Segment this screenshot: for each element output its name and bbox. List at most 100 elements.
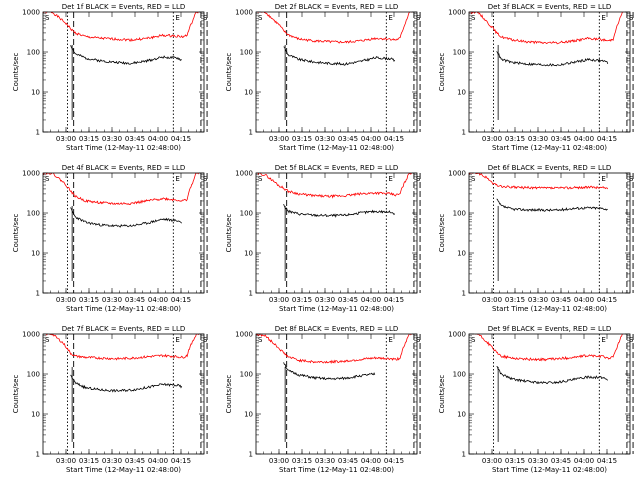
y-axis-label: Counts/sec <box>225 214 233 253</box>
y-tick-label: 100 <box>27 49 40 57</box>
events-series-line <box>70 374 183 393</box>
y-tick-label: 1 <box>249 451 253 459</box>
panel-frame <box>255 11 418 133</box>
x-tick-label: 03:30 <box>528 296 548 304</box>
y-axis-label: Counts/sec <box>225 53 233 92</box>
x-tick-label: 04:00 <box>574 457 594 465</box>
y-axis-label: Counts/sec <box>438 214 446 253</box>
x-tick-label: 03:45 <box>125 135 145 143</box>
marker-e-label: E <box>388 175 392 183</box>
marker-s-label: S <box>416 14 421 22</box>
lld-series-line <box>469 12 625 45</box>
panel-title: Det 5f BLACK = Events, RED = LLD <box>275 164 398 172</box>
y-tick-label: 10 <box>457 411 466 419</box>
x-tick-label: 04:00 <box>574 135 594 143</box>
x-tick-label: 04:00 <box>148 296 168 304</box>
x-tick-label: 03:15 <box>79 296 99 304</box>
y-axis-label: Counts/sec <box>12 214 20 253</box>
x-tick-label: 03:30 <box>315 135 335 143</box>
events-series-line <box>283 46 396 66</box>
x-axis-label: Start Time (12-May-11 02:48:00) <box>279 144 394 152</box>
x-tick-label: 03:15 <box>79 457 99 465</box>
y-tick-label: 1 <box>36 129 40 137</box>
y-tick-label: 1 <box>462 129 466 137</box>
lld-series-line <box>43 12 199 42</box>
x-tick-label: 04:15 <box>171 135 191 143</box>
y-tick-label: 10 <box>457 250 466 258</box>
lld-series-line <box>256 12 412 44</box>
panel-title: Det 1f BLACK = Events, RED = LLD <box>62 3 185 11</box>
panel-title: Det 3f BLACK = Events, RED = LLD <box>488 3 611 11</box>
panel-title: Det 2f BLACK = Events, RED = LLD <box>275 3 398 11</box>
x-tick-label: 03:30 <box>102 296 122 304</box>
marker-e-label: E <box>175 175 179 183</box>
y-tick-label: 1000 <box>235 170 253 178</box>
marker-e-label: E <box>601 336 605 344</box>
x-tick-label: 03:00 <box>56 296 76 304</box>
marker-s-label: S <box>45 336 50 344</box>
x-axis-label: Start Time (12-May-11 02:48:00) <box>492 466 607 474</box>
marker-s-label: S <box>45 14 50 22</box>
marker-s-label: S <box>203 336 208 344</box>
y-tick-label: 10 <box>244 411 253 419</box>
y-tick-label: 10 <box>244 89 253 97</box>
x-tick-label: 03:00 <box>482 296 502 304</box>
y-axis-label: Counts/sec <box>225 375 233 414</box>
panel-frame <box>255 333 418 455</box>
x-axis-label: Start Time (12-May-11 02:48:00) <box>66 305 181 313</box>
x-tick-label: 04:00 <box>361 457 381 465</box>
y-tick-label: 1000 <box>22 9 40 17</box>
marker-s-label: S <box>203 175 208 183</box>
x-tick-label: 03:00 <box>482 135 502 143</box>
marker-s-label: S <box>629 336 634 344</box>
x-tick-label: 03:15 <box>505 135 525 143</box>
x-tick-label: 03:30 <box>102 135 122 143</box>
y-tick-label: 1000 <box>22 331 40 339</box>
panel-3: Det 3f BLACK = Events, RED = LLD 1 10 100 10… <box>438 3 634 152</box>
x-tick-label: 03:15 <box>505 457 525 465</box>
x-axis-label: Start Time (12-May-11 02:48:00) <box>279 466 394 474</box>
marker-e-label: E <box>388 336 392 344</box>
marker-s-label: S <box>471 14 476 22</box>
lld-series-line <box>43 173 199 206</box>
lld-series-line <box>256 173 412 199</box>
marker-e-label: E <box>601 14 605 22</box>
marker-e-label: E <box>175 14 179 22</box>
x-axis-label: Start Time (12-May-11 02:48:00) <box>66 466 181 474</box>
x-tick-label: 03:45 <box>338 457 358 465</box>
y-axis-label: Counts/sec <box>12 375 20 414</box>
y-tick-label: 1 <box>249 290 253 298</box>
marker-s-label: S <box>416 175 421 183</box>
y-tick-label: 1 <box>462 290 466 298</box>
y-tick-label: 10 <box>457 89 466 97</box>
x-tick-label: 03:30 <box>315 296 335 304</box>
y-tick-label: 10 <box>31 411 40 419</box>
panel-title: Det 4f BLACK = Events, RED = LLD <box>62 164 185 172</box>
marker-s-label: S <box>471 175 476 183</box>
marker-s-label: S <box>258 175 263 183</box>
panel-frame <box>255 172 418 294</box>
panel-4: Det 4f BLACK = Events, RED = LLD 1 10 100 10… <box>12 164 208 313</box>
marker-s-label: S <box>471 336 476 344</box>
y-tick-label: 100 <box>240 210 253 218</box>
marker-s-label: S <box>258 336 263 344</box>
events-series-line <box>496 198 608 212</box>
x-tick-label: 03:15 <box>292 135 312 143</box>
panel-frame <box>468 333 631 455</box>
x-tick-label: 03:00 <box>269 457 289 465</box>
lld-series-line <box>469 334 623 362</box>
panel-6: Det 6f BLACK = Events, RED = LLD 1 10 100 10… <box>438 164 634 313</box>
x-tick-label: 04:15 <box>171 457 191 465</box>
x-tick-label: 04:00 <box>361 135 381 143</box>
panel-7: Det 7f BLACK = Events, RED = LLD 1 10 100 10… <box>12 325 208 474</box>
panel-2: Det 2f BLACK = Events, RED = LLD 1 10 100 10… <box>225 3 421 152</box>
x-tick-label: 04:00 <box>148 457 168 465</box>
y-tick-label: 1 <box>36 290 40 298</box>
y-tick-label: 1000 <box>235 331 253 339</box>
y-tick-label: 1000 <box>235 9 253 17</box>
x-tick-label: 04:15 <box>384 135 404 143</box>
events-series-line <box>283 204 396 218</box>
x-tick-label: 04:15 <box>384 457 404 465</box>
x-tick-label: 03:15 <box>292 296 312 304</box>
panel-title: Det 6f BLACK = Events, RED = LLD <box>488 164 611 172</box>
